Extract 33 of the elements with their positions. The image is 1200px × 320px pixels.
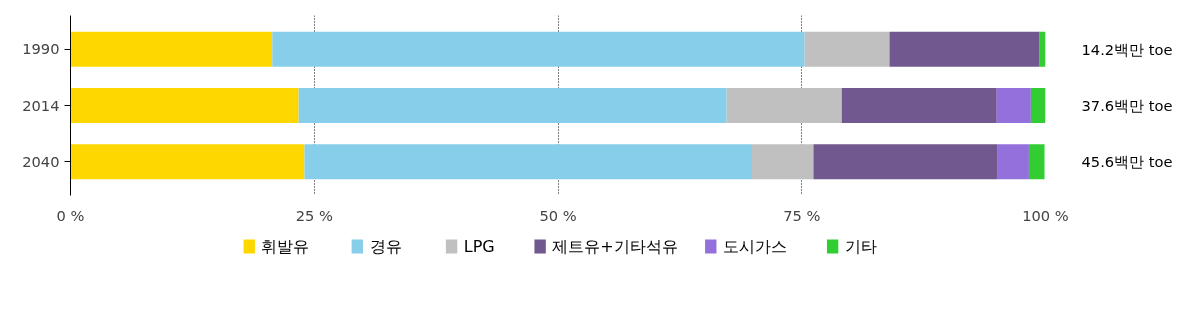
x-tick-label: 0 % [56, 206, 85, 224]
bar [70, 31, 273, 67]
text: 37.6백만 toe [1081, 97, 1173, 114]
x-tick-label: 100 % [1022, 206, 1069, 224]
x-tick-label: 75 % [783, 206, 821, 224]
legend-label: 도시가스 [722, 237, 787, 256]
y-tick-label: 2014 [22, 96, 60, 114]
bar [272, 31, 805, 67]
bar [997, 144, 1029, 180]
bar [1030, 88, 1046, 123]
bar [726, 88, 842, 123]
legend-label: LPG [463, 237, 495, 256]
bar [1028, 144, 1045, 180]
bar [889, 31, 1040, 67]
text: 14.2백만 toe [1081, 40, 1173, 58]
bar [298, 88, 727, 123]
legend-label: 기타 [844, 237, 877, 256]
y-tick-label: 2040 [22, 152, 60, 170]
legend-label: 휘발유 [261, 237, 310, 256]
bar [70, 144, 305, 180]
text: 45.6백만 toe [1081, 153, 1173, 171]
bar [752, 144, 814, 180]
legend-label: 경유 [369, 237, 402, 256]
bar [996, 88, 1031, 123]
x-tick-label: 25 % [295, 206, 333, 224]
bar [304, 144, 753, 180]
legend-label: 제트유+기타석유 [552, 237, 678, 256]
bar [804, 31, 890, 67]
x-tick-label: 50 % [539, 206, 577, 224]
bar [841, 88, 997, 123]
y-tick-label: 1990 [22, 40, 60, 58]
bar [70, 88, 299, 123]
bar [813, 144, 998, 180]
